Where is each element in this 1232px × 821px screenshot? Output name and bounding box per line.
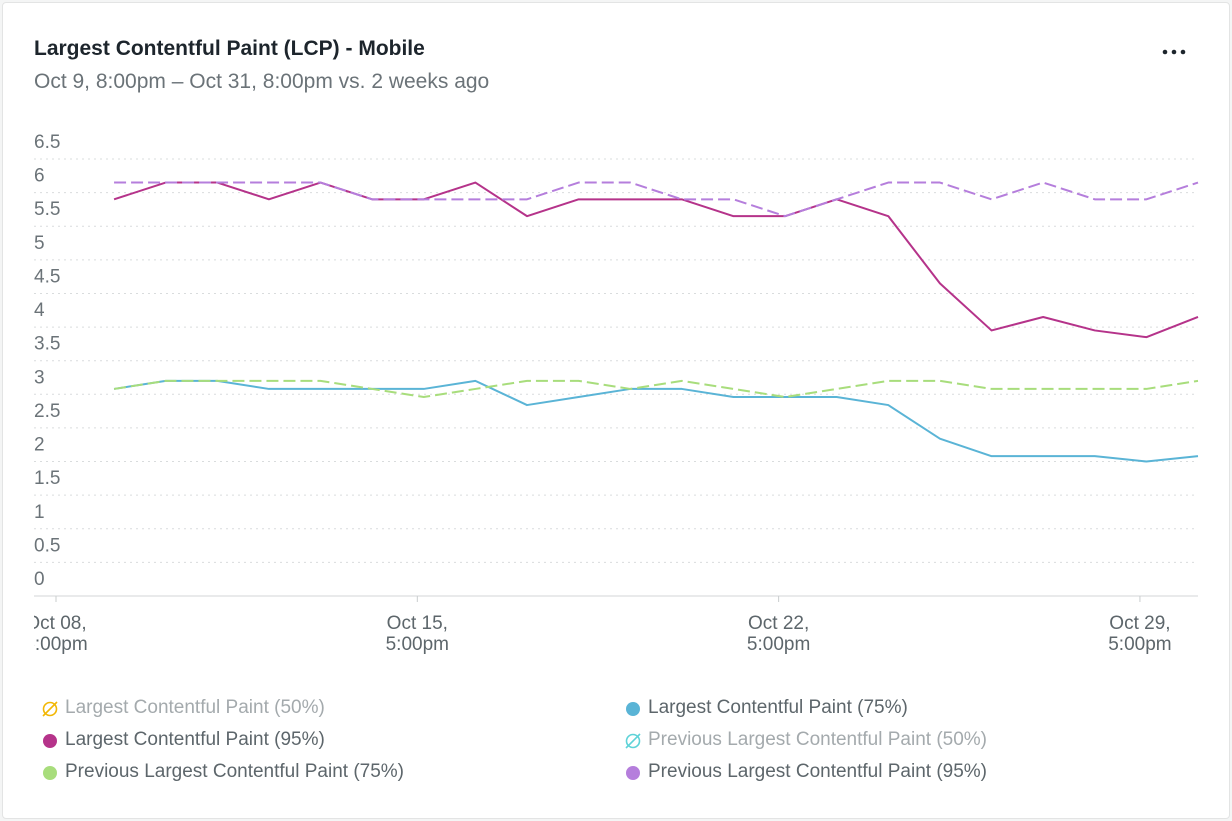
chart-subtitle: Oct 9, 8:00pm – Oct 31, 8:00pm vs. 2 wee… — [34, 70, 490, 93]
x-tick-label: Oct 29, 5:00pm — [1108, 613, 1172, 655]
y-tick-label: 4 — [34, 300, 45, 321]
y-tick-label: 6.5 — [34, 132, 60, 153]
chart-title: Largest Contentful Paint (LCP) - Mobile — [34, 37, 425, 60]
menu-button[interactable] — [1161, 47, 1187, 57]
legend-item[interactable]: Largest Contentful Paint (95%) — [43, 729, 325, 751]
series-line — [113, 379, 1199, 398]
legend-label: Previous Largest Contentful Paint (95%) — [648, 761, 988, 782]
legend-item[interactable]: Previous Largest Contentful Paint (50%) — [625, 729, 988, 751]
plot: 0 0.5 1 1.5 2 2.5 3 3.5 4 4.5 5 5.5 6 6.5 — [34, 132, 1199, 602]
legend-item[interactable]: Previous Largest Contentful Paint (95%) — [626, 761, 988, 783]
y-tick-label: 6 — [34, 166, 45, 187]
legend-swatch — [42, 701, 58, 717]
legend-item[interactable]: Previous Largest Contentful Paint (75%) — [43, 761, 405, 783]
legend-swatch — [626, 766, 640, 780]
x-axis-labels: Oct 08, 5:00pm Oct 15, 5:00pm Oct 22, 5:00… — [34, 613, 1229, 663]
legend-item[interactable]: Largest Contentful Paint (75%) — [626, 697, 908, 719]
legend-label: Largest Contentful Paint (50%) — [65, 697, 325, 718]
y-tick-label: 0.5 — [34, 535, 60, 556]
y-tick-label: 1 — [34, 502, 45, 523]
x-tick-label: Oct 15, 5:00pm — [385, 613, 449, 655]
y-tick-label: 3 — [34, 367, 45, 388]
y-tick-label: 0 — [34, 569, 45, 590]
legend-swatch — [625, 733, 641, 749]
y-tick-label: 1.5 — [34, 468, 60, 489]
legend-swatch — [43, 766, 57, 780]
legend-item[interactable]: Largest Contentful Paint (50%) — [42, 697, 325, 719]
y-tick-label: 2 — [34, 435, 45, 456]
legend-swatch — [43, 734, 57, 748]
series-line — [113, 181, 1199, 339]
y-tick-label: 3.5 — [34, 334, 60, 355]
legend-label: Previous Largest Contentful Paint (50%) — [648, 729, 988, 750]
series-line — [113, 379, 1199, 463]
x-tick-label: Oct 08, 5:00pm — [34, 613, 88, 655]
y-tick-label: 5.5 — [34, 199, 60, 220]
series-line — [114, 181, 1199, 218]
y-tick-label: 5 — [34, 233, 45, 254]
x-tick-label: Oct 22, 5:00pm — [746, 613, 811, 655]
y-tick-label: 2.5 — [34, 401, 60, 422]
legend-swatch — [626, 702, 640, 716]
y-tick-label: 4.5 — [34, 266, 60, 287]
legend-label: Largest Contentful Paint (95%) — [65, 729, 325, 750]
legend-label: Previous Largest Contentful Paint (75%) — [65, 761, 405, 782]
legend-label: Largest Contentful Paint (75%) — [648, 697, 908, 718]
